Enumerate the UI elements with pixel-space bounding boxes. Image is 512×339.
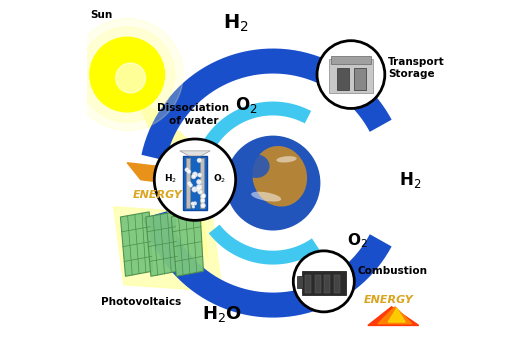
Bar bbox=[331, 56, 371, 64]
Text: H$_2$: H$_2$ bbox=[223, 13, 248, 34]
Circle shape bbox=[197, 179, 202, 184]
Polygon shape bbox=[127, 86, 208, 261]
Circle shape bbox=[90, 37, 164, 112]
Circle shape bbox=[192, 205, 195, 208]
Text: ENERGY: ENERGY bbox=[364, 295, 413, 305]
Circle shape bbox=[196, 184, 202, 190]
Circle shape bbox=[192, 187, 197, 192]
Bar bbox=[329, 59, 373, 93]
Polygon shape bbox=[146, 212, 178, 276]
Circle shape bbox=[193, 202, 197, 205]
Circle shape bbox=[201, 194, 206, 198]
Bar bbox=[324, 275, 330, 293]
Circle shape bbox=[71, 19, 183, 131]
Text: O$_2$: O$_2$ bbox=[347, 231, 368, 250]
Circle shape bbox=[154, 139, 236, 220]
Circle shape bbox=[201, 195, 205, 199]
Bar bbox=[302, 271, 346, 295]
Polygon shape bbox=[127, 163, 195, 186]
Bar bbox=[183, 156, 207, 210]
Circle shape bbox=[196, 187, 200, 191]
Text: Combustion: Combustion bbox=[358, 266, 428, 276]
Circle shape bbox=[185, 168, 189, 172]
Circle shape bbox=[201, 198, 205, 203]
Ellipse shape bbox=[243, 154, 269, 178]
Polygon shape bbox=[388, 308, 405, 322]
Circle shape bbox=[225, 136, 321, 231]
Circle shape bbox=[191, 202, 195, 205]
Circle shape bbox=[317, 41, 385, 108]
Circle shape bbox=[116, 63, 145, 93]
Circle shape bbox=[201, 203, 205, 208]
Bar bbox=[337, 68, 349, 90]
Ellipse shape bbox=[251, 192, 281, 202]
Ellipse shape bbox=[276, 156, 296, 162]
Bar bbox=[186, 158, 190, 208]
Circle shape bbox=[197, 158, 202, 163]
Circle shape bbox=[191, 175, 196, 179]
Circle shape bbox=[193, 172, 198, 177]
Circle shape bbox=[198, 173, 202, 177]
Bar bbox=[354, 68, 366, 90]
Bar bbox=[296, 276, 303, 288]
Polygon shape bbox=[378, 307, 412, 324]
Text: Sun: Sun bbox=[90, 10, 112, 20]
Bar bbox=[305, 275, 311, 293]
Circle shape bbox=[189, 183, 193, 187]
Text: Dissociation
of water: Dissociation of water bbox=[157, 102, 229, 126]
Circle shape bbox=[293, 251, 354, 312]
Text: H$_2$: H$_2$ bbox=[164, 172, 177, 185]
Polygon shape bbox=[114, 207, 222, 292]
Text: H$_2$O: H$_2$O bbox=[202, 304, 242, 323]
Polygon shape bbox=[171, 212, 203, 276]
Text: O$_2$: O$_2$ bbox=[213, 172, 226, 185]
Circle shape bbox=[187, 181, 191, 185]
Bar bbox=[315, 275, 321, 293]
Text: H$_2$: H$_2$ bbox=[399, 170, 421, 190]
Polygon shape bbox=[180, 151, 210, 156]
Circle shape bbox=[80, 27, 175, 122]
Polygon shape bbox=[185, 163, 205, 193]
Circle shape bbox=[198, 190, 202, 194]
Bar bbox=[200, 158, 204, 208]
Text: Photovoltaics: Photovoltaics bbox=[101, 297, 181, 307]
Bar bbox=[334, 275, 340, 293]
Text: Transport
Storage: Transport Storage bbox=[388, 57, 445, 79]
Ellipse shape bbox=[252, 146, 307, 206]
Polygon shape bbox=[368, 307, 419, 325]
Circle shape bbox=[187, 170, 191, 174]
Text: ENERGY: ENERGY bbox=[133, 190, 183, 200]
Text: O$_2$: O$_2$ bbox=[234, 95, 257, 115]
Polygon shape bbox=[120, 212, 153, 276]
